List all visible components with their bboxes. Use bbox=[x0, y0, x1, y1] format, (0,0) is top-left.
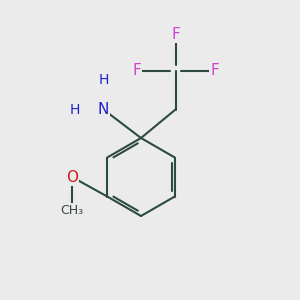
Text: N: N bbox=[98, 102, 109, 117]
Text: F: F bbox=[171, 27, 180, 42]
Text: CH₃: CH₃ bbox=[60, 203, 84, 217]
Text: F: F bbox=[132, 63, 141, 78]
Text: F: F bbox=[210, 63, 219, 78]
Text: H: H bbox=[70, 103, 80, 116]
Text: O: O bbox=[66, 169, 78, 184]
Text: H: H bbox=[98, 73, 109, 86]
